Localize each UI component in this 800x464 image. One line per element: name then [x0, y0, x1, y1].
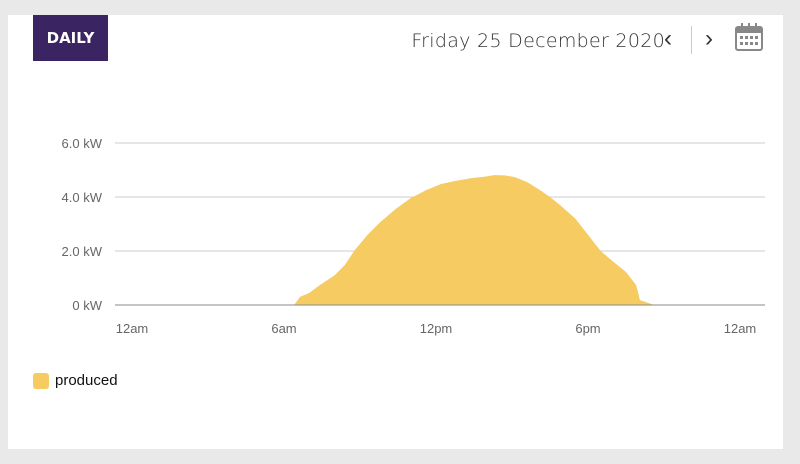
chevron-right-icon[interactable]: › [705, 25, 713, 52]
produced-area [132, 175, 740, 305]
chevron-left-icon[interactable]: ‹ [664, 25, 672, 52]
daily-tab-button[interactable]: DAILY [33, 15, 108, 61]
x-tick-label: 6pm [575, 321, 600, 336]
calendar-icon[interactable] [734, 22, 764, 52]
legend-swatch-produced[interactable] [33, 372, 49, 389]
y-tick-label: 2.0 kW [62, 244, 103, 259]
y-tick-label: 6.0 kW [62, 136, 103, 151]
y-tick-label: 4.0 kW [62, 190, 103, 205]
x-tick-label: 12am [116, 321, 149, 336]
legend: produced [33, 372, 118, 389]
legend-label-produced: produced [55, 372, 118, 389]
date-label: Friday 25 December 2020 [411, 30, 665, 52]
y-tick-label: 0 kW [72, 298, 102, 313]
x-tick-label: 12pm [420, 321, 453, 336]
divider [691, 26, 692, 54]
x-tick-label: 6am [271, 321, 296, 336]
x-tick-label: 12am [724, 321, 757, 336]
